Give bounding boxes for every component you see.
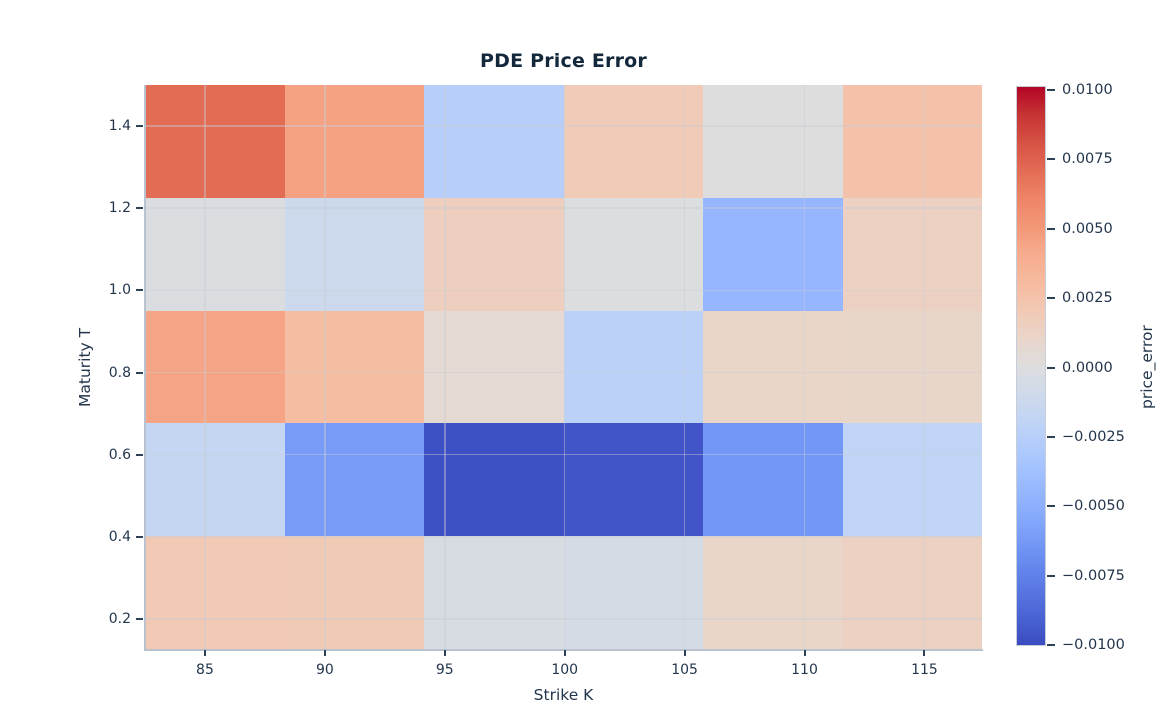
heatmap-cell	[145, 423, 285, 537]
y-tick-label: 1.4	[108, 118, 131, 135]
heatmap-cell	[424, 310, 564, 424]
heatmap-cell	[563, 536, 703, 649]
y-tick-mark	[136, 453, 143, 456]
colorbar-tick-label: 0.0025	[1062, 290, 1113, 307]
heatmap-cell	[424, 423, 564, 537]
y-gridline	[145, 536, 982, 538]
x-tick-mark	[443, 650, 446, 656]
colorbar-tick-label: −0.0075	[1062, 567, 1125, 584]
y-tick-mark	[136, 289, 143, 292]
heatmap-cell	[284, 197, 424, 311]
x-tick-mark	[923, 650, 926, 656]
y-tick-label: 1.0	[108, 282, 131, 299]
colorbar-tick-mark	[1047, 366, 1055, 369]
x-tick-label: 100	[551, 662, 579, 678]
heatmap-cell	[842, 85, 982, 198]
x-tick-mark	[203, 650, 206, 656]
y-gridline	[145, 453, 982, 456]
y-tick-mark	[136, 535, 143, 538]
x-gridline	[444, 85, 446, 649]
heatmap-cell	[563, 85, 703, 198]
y-gridline	[145, 289, 982, 292]
x-tick-mark	[683, 650, 686, 656]
x-gridline	[803, 85, 806, 649]
heatmap-cell	[284, 536, 424, 649]
heatmap-cell	[145, 197, 285, 311]
heatmap-cell	[703, 536, 843, 649]
colorbar-tick-mark	[1047, 574, 1055, 577]
x-tick-mark	[563, 650, 566, 656]
y-tick-mark	[136, 371, 143, 374]
colorbar-tick-label: −0.0050	[1062, 498, 1125, 515]
x-tick-label: 105	[671, 662, 698, 678]
colorbar-tick-label: −0.0025	[1062, 428, 1125, 445]
heatmap-cell	[145, 310, 285, 424]
colorbar-tick-label: −0.0100	[1062, 637, 1125, 653]
colorbar-tick-mark	[1047, 227, 1055, 230]
y-tick-label: 0.4	[108, 528, 131, 545]
colorbar-tick-mark	[1047, 297, 1055, 300]
y-tick-label: 0.6	[108, 446, 131, 463]
heatmap-cell	[842, 423, 982, 537]
x-tick-label: 110	[791, 662, 818, 678]
x-gridline	[923, 85, 926, 649]
y-gridline	[145, 371, 982, 374]
heatmap-cell	[284, 310, 424, 424]
x-tick-mark	[323, 650, 326, 656]
heatmap-cell	[284, 85, 424, 198]
y-tick-label: 0.8	[108, 364, 131, 381]
heatmap-cell	[703, 85, 843, 198]
heatmap-cell	[563, 197, 703, 311]
heatmap-cell	[424, 536, 564, 649]
x-axis-label: Strike K	[533, 686, 594, 704]
colorbar-tick-label: 0.0050	[1062, 220, 1113, 237]
heatmap-cell	[424, 197, 564, 311]
x-tick-label: 95	[435, 662, 454, 678]
colorbar-tick-mark	[1047, 158, 1055, 161]
colorbar-tick-mark	[1047, 89, 1055, 91]
bottom-spine	[143, 649, 983, 651]
x-tick-label: 85	[196, 662, 214, 678]
y-tick-label: 0.2	[108, 611, 131, 627]
heatmap-cell	[842, 310, 982, 424]
heatmap-cell	[563, 310, 703, 424]
heatmap-cell	[842, 536, 982, 649]
heatmap-cell	[284, 423, 424, 537]
x-tick-label: 115	[911, 662, 938, 678]
y-tick-mark	[136, 618, 143, 620]
x-tick-label: 90	[315, 662, 334, 678]
y-gridline	[145, 207, 982, 209]
x-gridline	[324, 85, 326, 649]
y-tick-label: 1.2	[108, 200, 131, 217]
heatmap-cell	[703, 197, 843, 311]
heatmap-cell	[424, 85, 564, 198]
colorbar	[1016, 86, 1046, 646]
heatmap-cell	[145, 85, 285, 198]
y-gridline	[145, 618, 982, 620]
chart-title: PDE Price Error	[479, 50, 647, 72]
heatmap-cell	[703, 310, 843, 424]
colorbar-tick-mark	[1047, 644, 1055, 646]
y-tick-mark	[136, 125, 143, 128]
heatmap-cell	[563, 423, 703, 537]
x-tick-mark	[803, 650, 806, 656]
heatmap-cell	[145, 536, 285, 649]
heatmap-cell	[842, 197, 982, 311]
y-gridline	[145, 125, 982, 127]
colorbar-tick-label: 0.0000	[1062, 359, 1113, 376]
x-gridline	[563, 85, 566, 649]
left-spine	[143, 85, 146, 651]
x-gridline	[204, 85, 206, 649]
colorbar-tick-mark	[1047, 435, 1055, 438]
x-gridline	[683, 85, 686, 649]
y-tick-mark	[136, 207, 143, 210]
colorbar-tick-mark	[1047, 505, 1055, 508]
heatmap-cell	[703, 423, 843, 537]
colorbar-tick-label: 0.0100	[1062, 82, 1113, 98]
colorbar-tick-label: 0.0075	[1062, 151, 1113, 168]
